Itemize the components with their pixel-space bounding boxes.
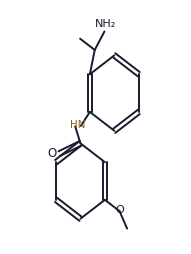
Text: NH₂: NH₂ <box>95 19 116 29</box>
Text: O: O <box>47 147 56 160</box>
Text: O: O <box>116 205 124 215</box>
Text: HN: HN <box>70 120 85 130</box>
